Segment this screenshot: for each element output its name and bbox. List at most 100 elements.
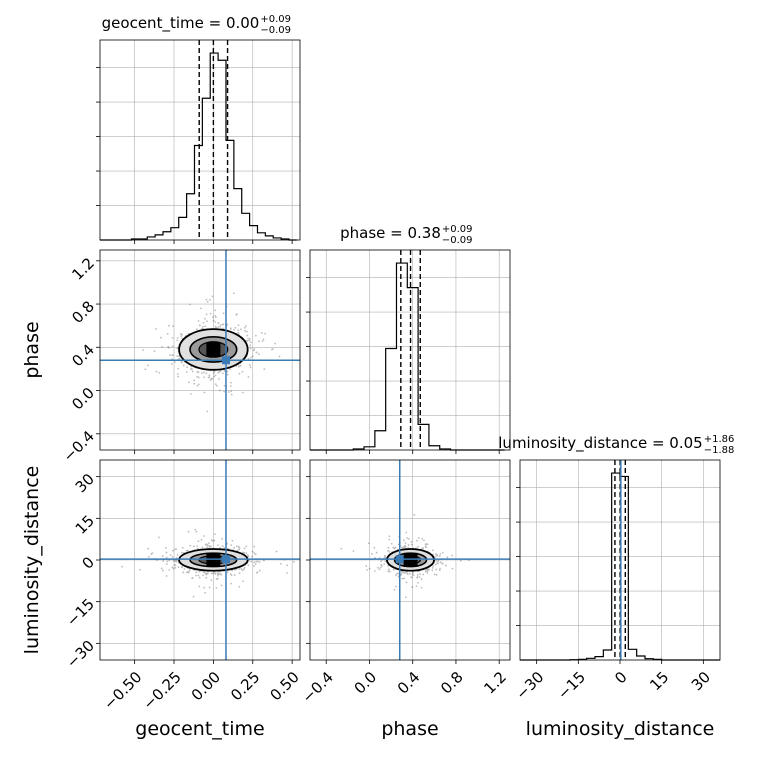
- sample-point: [425, 543, 428, 545]
- sample-point: [214, 314, 217, 317]
- sample-point: [393, 588, 396, 591]
- sample-point: [206, 544, 209, 547]
- sample-point: [205, 298, 208, 301]
- sample-point: [174, 559, 177, 562]
- sample-point: [230, 544, 233, 546]
- sample-point: [439, 567, 441, 570]
- sample-point: [238, 547, 241, 549]
- sample-point: [241, 370, 244, 373]
- sample-point: [176, 339, 179, 342]
- sample-point: [379, 566, 382, 569]
- sample-point: [222, 323, 225, 326]
- sample-point: [426, 572, 429, 574]
- sample-point: [207, 571, 209, 573]
- sample-point: [367, 542, 370, 545]
- sample-point: [212, 319, 215, 322]
- sample-point: [208, 586, 211, 589]
- sample-point: [240, 567, 243, 570]
- y-axis-label-luminosity_distance: luminosity_distance: [21, 466, 43, 655]
- sample-point: [189, 544, 192, 547]
- sample-point: [421, 547, 423, 550]
- sample-point: [255, 351, 258, 354]
- sample-point: [405, 581, 408, 584]
- sample-point: [217, 322, 220, 325]
- sample-point: [205, 372, 208, 375]
- sample-point: [439, 561, 442, 564]
- sample-point: [240, 328, 242, 331]
- sample-point: [218, 573, 221, 575]
- x-tick-label: 15: [646, 668, 672, 694]
- sample-point: [209, 312, 212, 315]
- sample-point: [168, 346, 170, 349]
- sample-point: [435, 573, 438, 576]
- sample-point: [422, 573, 425, 576]
- x-tick-label: 0: [611, 668, 630, 687]
- sample-point: [205, 576, 208, 579]
- sample-point: [173, 560, 175, 562]
- sample-point: [401, 546, 403, 549]
- sample-point: [220, 573, 223, 576]
- sample-point: [248, 339, 251, 342]
- sample-point: [217, 326, 220, 328]
- sample-point: [197, 320, 200, 322]
- sample-point: [196, 547, 199, 550]
- sample-point: [401, 577, 404, 580]
- sample-point: [368, 567, 371, 570]
- sample-point: [217, 574, 219, 577]
- sample-point: [393, 547, 396, 549]
- sample-point: [216, 572, 219, 575]
- sample-point: [392, 546, 395, 549]
- y-tick-label: −0.4: [60, 427, 98, 465]
- sample-point: [246, 330, 248, 333]
- x-tick-label: −15: [554, 668, 589, 703]
- sample-point: [173, 560, 176, 562]
- sample-point: [251, 355, 254, 358]
- sample-point: [406, 573, 409, 576]
- sample-point: [208, 542, 210, 544]
- sample-point: [435, 553, 437, 555]
- sample-point: [187, 530, 190, 533]
- x-tick-label: 0.50: [267, 668, 303, 704]
- sample-point: [242, 580, 244, 583]
- sample-point: [418, 576, 421, 578]
- sample-point: [196, 375, 198, 378]
- sample-point: [214, 572, 217, 575]
- sample-point: [388, 570, 391, 573]
- sample-point: [378, 568, 381, 571]
- sample-point: [395, 574, 398, 577]
- sample-point: [451, 567, 454, 570]
- sample-point: [215, 316, 217, 319]
- sample-point: [173, 361, 176, 364]
- hist-title: luminosity_distance = 0.05: [498, 434, 702, 453]
- title-upper-error: +0.09: [442, 224, 473, 235]
- sample-point: [441, 551, 444, 554]
- x-axis-label-luminosity_distance: luminosity_distance: [526, 718, 715, 740]
- sample-point: [390, 542, 393, 545]
- sample-point: [177, 375, 179, 378]
- sample-point: [417, 545, 420, 548]
- sample-point: [413, 513, 416, 516]
- x-tick-label: −0.4: [298, 668, 336, 706]
- sample-point: [177, 355, 179, 358]
- sample-point: [217, 544, 219, 547]
- sample-point: [202, 574, 204, 577]
- sample-point: [185, 549, 188, 552]
- sample-point: [199, 324, 201, 327]
- sample-point: [263, 368, 266, 371]
- sample-point: [416, 576, 419, 579]
- sample-point: [243, 566, 246, 569]
- sample-point: [232, 292, 235, 295]
- sample-point: [255, 334, 257, 337]
- sample-point: [249, 366, 252, 369]
- sample-point: [255, 351, 258, 354]
- sample-point: [177, 566, 180, 569]
- sample-point: [217, 573, 219, 576]
- sample-point: [233, 328, 235, 331]
- sample-point: [435, 554, 438, 556]
- sample-point: [186, 571, 188, 574]
- sample-point: [242, 551, 244, 554]
- x-axis-label-geocent_time: geocent_time: [135, 718, 264, 740]
- sample-point: [204, 325, 206, 328]
- x-tick-label: 30: [688, 668, 714, 694]
- sample-point: [210, 539, 213, 542]
